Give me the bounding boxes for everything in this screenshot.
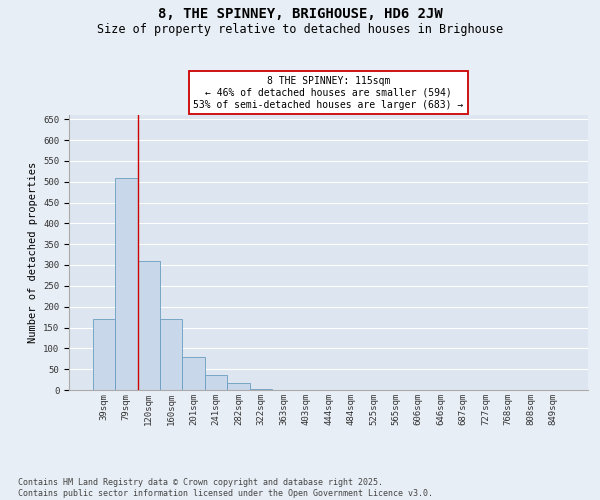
Text: 8, THE SPINNEY, BRIGHOUSE, HD6 2JW: 8, THE SPINNEY, BRIGHOUSE, HD6 2JW [158, 8, 442, 22]
Text: Size of property relative to detached houses in Brighouse: Size of property relative to detached ho… [97, 22, 503, 36]
Text: 8 THE SPINNEY: 115sqm
← 46% of detached houses are smaller (594)
53% of semi-det: 8 THE SPINNEY: 115sqm ← 46% of detached … [193, 76, 464, 110]
Y-axis label: Number of detached properties: Number of detached properties [28, 162, 38, 343]
Bar [137, 261, 160, 390]
Bar [182, 356, 205, 390]
Bar [205, 376, 227, 390]
Bar [115, 178, 137, 390]
Bar [250, 389, 272, 390]
Bar [227, 382, 250, 390]
Text: Contains HM Land Registry data © Crown copyright and database right 2025.
Contai: Contains HM Land Registry data © Crown c… [18, 478, 433, 498]
Bar [92, 319, 115, 390]
Bar [160, 319, 182, 390]
